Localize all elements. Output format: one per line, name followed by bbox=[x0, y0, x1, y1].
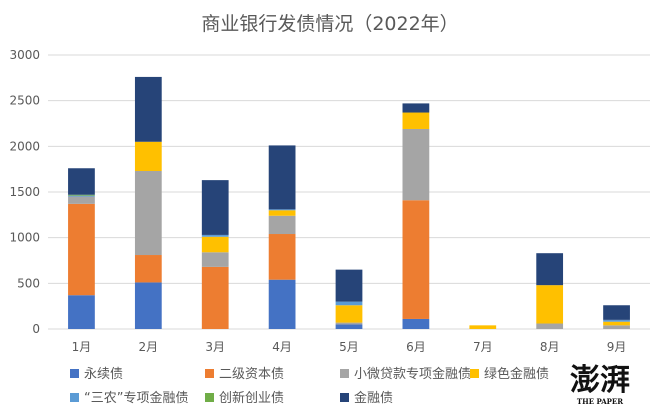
legend-label: 永续债 bbox=[84, 367, 123, 382]
legend-label: 二级资本债 bbox=[219, 367, 284, 382]
bar-segment bbox=[603, 321, 630, 326]
y-tick-label: 500 bbox=[17, 276, 40, 290]
bar-segment bbox=[68, 194, 95, 196]
bar-segment bbox=[201, 236, 229, 253]
legend-swatch bbox=[70, 369, 79, 378]
x-tick-label: 3月 bbox=[205, 340, 225, 354]
legend-swatch bbox=[340, 393, 349, 402]
bar-segment bbox=[335, 322, 363, 325]
x-tick-label: 8月 bbox=[540, 340, 560, 354]
bar-segment bbox=[402, 128, 430, 201]
bar-segment bbox=[68, 168, 95, 195]
bar-segment bbox=[402, 103, 430, 113]
bar-segment bbox=[134, 282, 162, 329]
x-tick-label: 6月 bbox=[406, 340, 426, 354]
legend-label: 绿色金融债 bbox=[484, 366, 549, 382]
bar-segment bbox=[68, 295, 95, 329]
legend-swatch bbox=[205, 393, 214, 402]
bar-segment bbox=[268, 145, 296, 210]
bar-segment bbox=[603, 325, 630, 329]
y-tick-label: 1500 bbox=[9, 185, 40, 199]
bar-segment bbox=[268, 209, 296, 211]
watermark-logo: 澎湃 THE PAPER bbox=[570, 363, 630, 406]
x-axis-ticks: 1月 2月 3月 4月 5月 6月 7月 8月 9月 bbox=[72, 340, 627, 354]
bar-segment bbox=[134, 170, 162, 256]
bar-segment bbox=[469, 325, 497, 329]
x-tick-label: 5月 bbox=[339, 340, 359, 354]
bar-segment bbox=[201, 234, 229, 237]
watermark-subtext: THE PAPER bbox=[577, 397, 623, 406]
bar-segment bbox=[201, 252, 229, 267]
legend-label: “三农”专项金融债 bbox=[84, 390, 188, 406]
bar-segment bbox=[134, 76, 162, 142]
bar-segment bbox=[134, 255, 162, 283]
legend-swatch bbox=[70, 393, 79, 402]
x-tick-label: 9月 bbox=[607, 340, 627, 354]
y-tick-label: 2000 bbox=[9, 139, 40, 153]
x-tick-label: 4月 bbox=[272, 340, 292, 354]
legend-label: 小微贷款专项金融债 bbox=[354, 366, 471, 382]
y-axis-ticks: 0 500 1000 1500 2000 2500 3000 bbox=[9, 48, 40, 336]
bar-segment bbox=[402, 200, 430, 319]
x-tick-label: 7月 bbox=[473, 340, 493, 354]
bar-segment bbox=[603, 319, 630, 322]
legend-label: 金融债 bbox=[354, 390, 393, 406]
bar-segment bbox=[536, 253, 564, 286]
legend-swatch bbox=[340, 369, 349, 378]
y-tick-label: 2500 bbox=[9, 94, 40, 108]
legend-label: 创新创业债 bbox=[219, 390, 284, 406]
watermark-text: 澎湃 bbox=[570, 363, 630, 398]
bar-segment bbox=[335, 324, 363, 329]
x-tick-label: 1月 bbox=[72, 340, 92, 354]
bar-segment bbox=[68, 196, 95, 204]
y-tick-label: 1000 bbox=[9, 231, 40, 245]
y-tick-label: 0 bbox=[32, 322, 40, 336]
bar-segment bbox=[268, 279, 296, 329]
bar-segment bbox=[201, 266, 229, 329]
bar-segment bbox=[134, 141, 162, 171]
y-tick-label: 3000 bbox=[9, 48, 40, 62]
x-tick-label: 2月 bbox=[139, 340, 159, 354]
bar-segment bbox=[268, 210, 296, 216]
bar-segment bbox=[268, 215, 296, 235]
bar-segment bbox=[68, 203, 95, 296]
bar-segment bbox=[603, 305, 630, 320]
legend-swatch bbox=[470, 369, 479, 378]
bar-segment bbox=[536, 323, 564, 329]
bar-segment bbox=[335, 301, 363, 306]
chart-title: 商业银行发债情况（2022年） bbox=[201, 13, 458, 35]
bar-segment bbox=[402, 318, 430, 329]
bar-segment bbox=[335, 305, 363, 323]
bar-segment bbox=[268, 234, 296, 280]
bar-segment bbox=[68, 195, 95, 197]
bars bbox=[68, 76, 630, 329]
bar-segment bbox=[201, 180, 229, 235]
legend: 永续债 二级资本债 小微贷款专项金融债 绿色金融债 “三农”专项金融债 创新创业债 金融债 bbox=[70, 366, 549, 406]
legend-swatch bbox=[205, 369, 214, 378]
bar-segment bbox=[402, 112, 430, 129]
bar-segment bbox=[335, 269, 363, 302]
bar-segment bbox=[536, 285, 564, 324]
